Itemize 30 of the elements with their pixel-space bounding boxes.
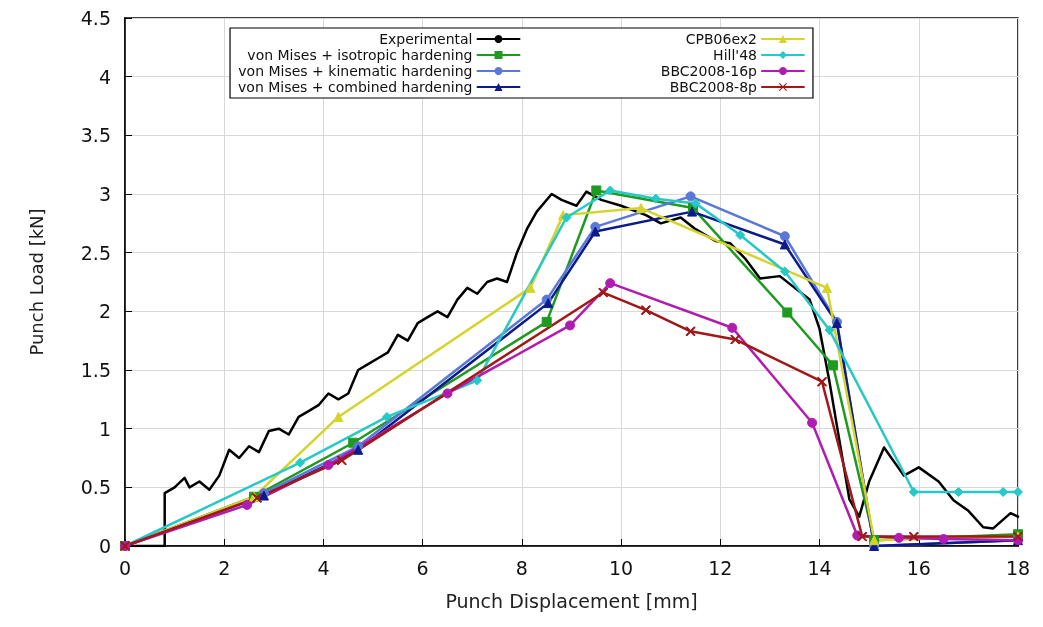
y-tick-label: 4: [98, 65, 111, 88]
y-tick-label: 1: [98, 417, 111, 440]
legend-label: von Mises + kinematic hardening: [238, 63, 473, 79]
y-tick-label: 3: [98, 183, 111, 205]
legend-label: von Mises + combined hardening: [238, 79, 473, 95]
x-tick-label: 8: [515, 556, 528, 579]
legend-label: CPB06ex2: [685, 31, 757, 47]
y-tick-label: 3.5: [80, 124, 111, 147]
y-tick-label: 2.5: [80, 241, 111, 264]
legend-label: Hill'48: [713, 47, 757, 63]
x-tick-label: 10: [609, 556, 634, 579]
legend-label: BBC2008-16p: [660, 63, 758, 79]
y-tick-label: 0.5: [80, 476, 111, 499]
y-tick-label: 0: [98, 535, 111, 557]
x-tick-label: 12: [708, 556, 733, 579]
y-tick-label: 2: [98, 300, 111, 323]
x-tick-label: 4: [317, 556, 330, 579]
x-axis-title: Punch Displacement [mm]: [445, 589, 698, 612]
x-tick-label: 6: [416, 556, 429, 579]
legend-label: BBC2008-8p: [669, 79, 758, 95]
x-tick-label: 18: [1005, 556, 1031, 579]
legend-label: Experimental: [379, 31, 473, 47]
legend-label: von Mises + isotropic hardening: [247, 47, 473, 63]
y-axis-title: Punch Load [kN]: [25, 208, 47, 356]
y-tick-label: 1.5: [80, 359, 111, 381]
x-tick-label: 14: [807, 556, 832, 579]
x-tick-label: 0: [118, 556, 132, 579]
x-tick-label: 2: [218, 556, 231, 579]
x-tick-label: 16: [906, 556, 931, 579]
y-tick-label: 4.5: [80, 7, 111, 29]
